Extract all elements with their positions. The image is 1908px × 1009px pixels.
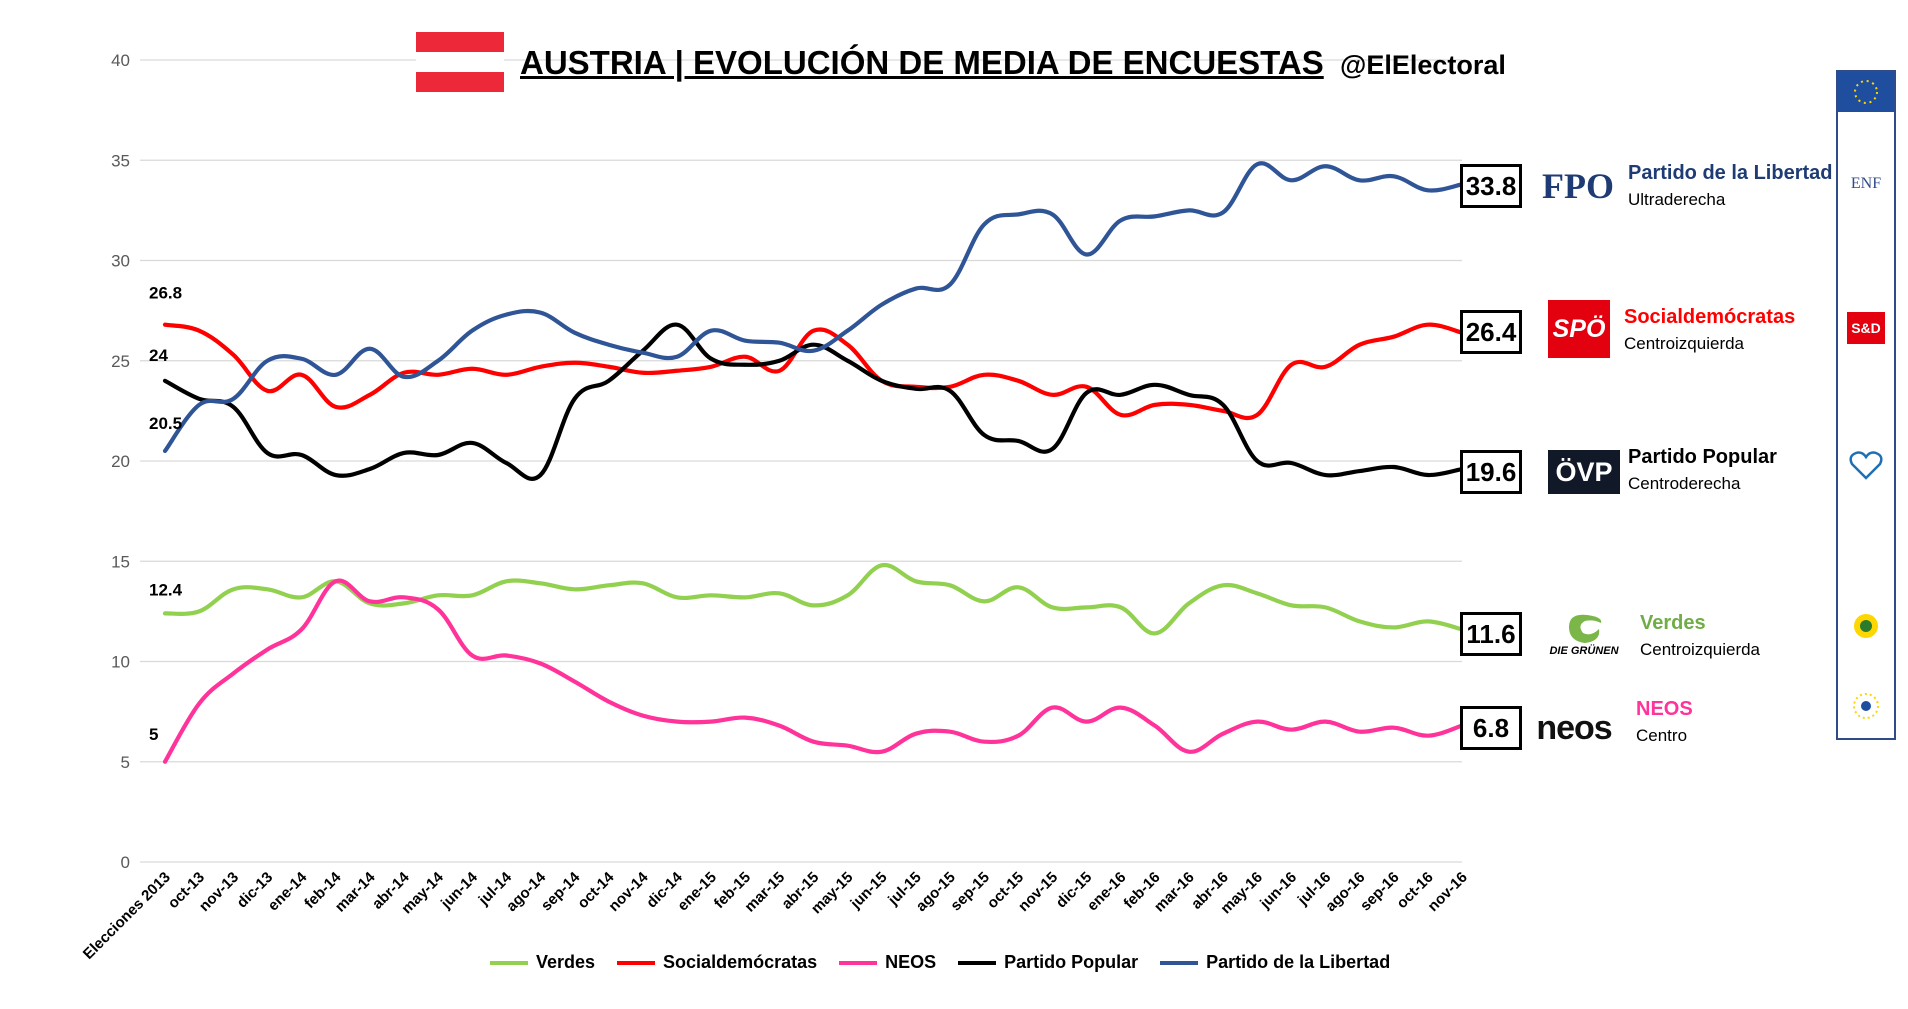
x-tick-label: ene-15 xyxy=(674,869,720,915)
value-box-neos: 6.8 xyxy=(1460,706,1522,750)
x-tick-label: jun-16 xyxy=(1256,869,1300,913)
legend-item-verdes: Verdes xyxy=(490,952,595,973)
twitter-handle: @ElElectoral xyxy=(1340,50,1506,80)
start-value-label: 20.5 xyxy=(149,414,182,433)
x-tick-label: jun-14 xyxy=(437,868,481,912)
series-line-verdes xyxy=(162,562,1465,636)
party-name-ovp: Partido Popular xyxy=(1628,446,1777,468)
y-tick-label: 0 xyxy=(121,853,130,872)
eu-flag-icon xyxy=(1838,72,1894,112)
series-line-partido-de-la-libertad xyxy=(162,161,1465,454)
enf-group-text: ENF xyxy=(1850,175,1882,192)
grid-lines xyxy=(140,59,1462,863)
gruene-logo-text: DIE GRÜNEN xyxy=(1549,645,1619,657)
x-tick-label: jun-15 xyxy=(847,869,891,913)
ovp-logo-text: ÖVP xyxy=(1555,456,1613,487)
greens-efa-icon xyxy=(1838,606,1894,646)
party-sub-neos: Centro xyxy=(1636,726,1688,745)
spo-logo: SPÖ xyxy=(1548,300,1610,358)
party-name-neos: NEOS xyxy=(1636,698,1693,720)
start-value-label: 5 xyxy=(149,725,158,744)
y-tick-label: 35 xyxy=(111,151,130,170)
x-tick-label: sep-15 xyxy=(947,869,993,915)
series-line-neos xyxy=(162,578,1465,764)
alde-stars-icon xyxy=(1838,686,1894,726)
chart-legend: Verdes Socialdemócratas NEOS Partido Pop… xyxy=(490,952,1390,973)
x-tick-label: sep-16 xyxy=(1357,869,1403,915)
x-tick-label: ene-14 xyxy=(265,868,311,914)
legend-swatch-neos xyxy=(839,960,878,965)
value-box-ovp: 19.6 xyxy=(1460,450,1522,494)
party-sub-ovp: Centroderecha xyxy=(1628,474,1741,493)
x-tick-label: Elecciones 2013 xyxy=(80,869,174,963)
legend-label-socialdemocratas: Socialdemócratas xyxy=(663,952,818,972)
chart-title: AUSTRIA | EVOLUCIÓN DE MEDIA DE ENCUESTA… xyxy=(520,44,1324,81)
legend-item-partido-libertad: Partido de la Libertad xyxy=(1160,952,1390,973)
x-axis-ticks: Elecciones 2013oct-13nov-13dic-13ene-14f… xyxy=(80,868,1471,962)
legend-swatch-socialdemocratas xyxy=(617,960,656,965)
party-name-gruene: Verdes xyxy=(1640,612,1706,634)
party-sub-gruene: Centroizquierda xyxy=(1640,640,1761,659)
legend-label-partido-libertad: Partido de la Libertad xyxy=(1206,952,1391,972)
ovp-logo: ÖVP xyxy=(1548,450,1620,494)
legend-item-partido-popular: Partido Popular xyxy=(958,952,1138,973)
y-tick-label: 20 xyxy=(111,452,130,471)
legend-item-neos: NEOS xyxy=(839,952,936,973)
legend-label-neos: NEOS xyxy=(885,952,937,972)
value-box-spo: 26.4 xyxy=(1460,310,1522,354)
y-tick-label: 40 xyxy=(111,51,130,70)
neos-logo: neos xyxy=(1526,708,1622,748)
gruene-leaf-icon xyxy=(1569,614,1602,643)
start-labels: 12.4 26.8 5 24 20.5 xyxy=(149,284,183,744)
x-tick-label: ene-16 xyxy=(1084,869,1130,915)
party-name-spo: Socialdemócratas xyxy=(1624,306,1796,328)
series-line-partido-popular xyxy=(162,322,1465,481)
sd-group-text: S&D xyxy=(1847,312,1885,344)
fpo-logo-text: FPO xyxy=(1542,166,1614,206)
gruene-logo: DIE GRÜNEN xyxy=(1544,604,1624,662)
value-box-fpo: 33.8 xyxy=(1460,164,1522,208)
party-name-fpo: Partido de la Libertad xyxy=(1628,162,1833,184)
value-box-gruene: 11.6 xyxy=(1460,612,1522,656)
eu-groups-panel: ENF S&D xyxy=(1836,70,1896,740)
y-tick-label: 15 xyxy=(111,552,130,571)
enf-group-logo: ENF xyxy=(1838,164,1894,204)
series-line-socialdem-cratas xyxy=(162,322,1465,421)
x-tick-label: sep-14 xyxy=(538,868,584,914)
y-tick-label: 25 xyxy=(111,352,130,371)
sd-group-logo: S&D xyxy=(1838,308,1894,348)
start-value-label: 12.4 xyxy=(149,580,183,599)
y-axis-ticks: 0 5 10 15 20 25 30 35 40 xyxy=(111,51,130,872)
spo-logo-text: SPÖ xyxy=(1552,314,1606,343)
neos-logo-text: neos xyxy=(1536,708,1612,747)
series-lines xyxy=(162,161,1465,764)
y-tick-label: 30 xyxy=(111,252,130,271)
austria-flag xyxy=(416,32,504,92)
start-value-label: 26.8 xyxy=(149,284,182,303)
legend-label-verdes: Verdes xyxy=(536,952,596,972)
start-value-label: 24 xyxy=(149,346,168,365)
y-tick-label: 5 xyxy=(121,753,130,772)
legend-swatch-verdes xyxy=(490,960,528,965)
fpo-logo: FPO xyxy=(1538,166,1618,206)
legend-swatch-partido-libertad xyxy=(1160,960,1199,965)
legend-item-socialdemocratas: Socialdemócratas xyxy=(617,952,817,973)
x-tick-label: nov-14 xyxy=(605,868,652,915)
party-sub-fpo: Ultraderecha xyxy=(1628,190,1726,209)
y-tick-label: 10 xyxy=(111,653,130,672)
epp-heart-icon xyxy=(1838,444,1894,484)
legend-label-partido-popular: Partido Popular xyxy=(1004,952,1139,972)
legend-swatch-partido-popular xyxy=(958,960,997,965)
party-sub-spo: Centroizquierda xyxy=(1624,334,1745,353)
